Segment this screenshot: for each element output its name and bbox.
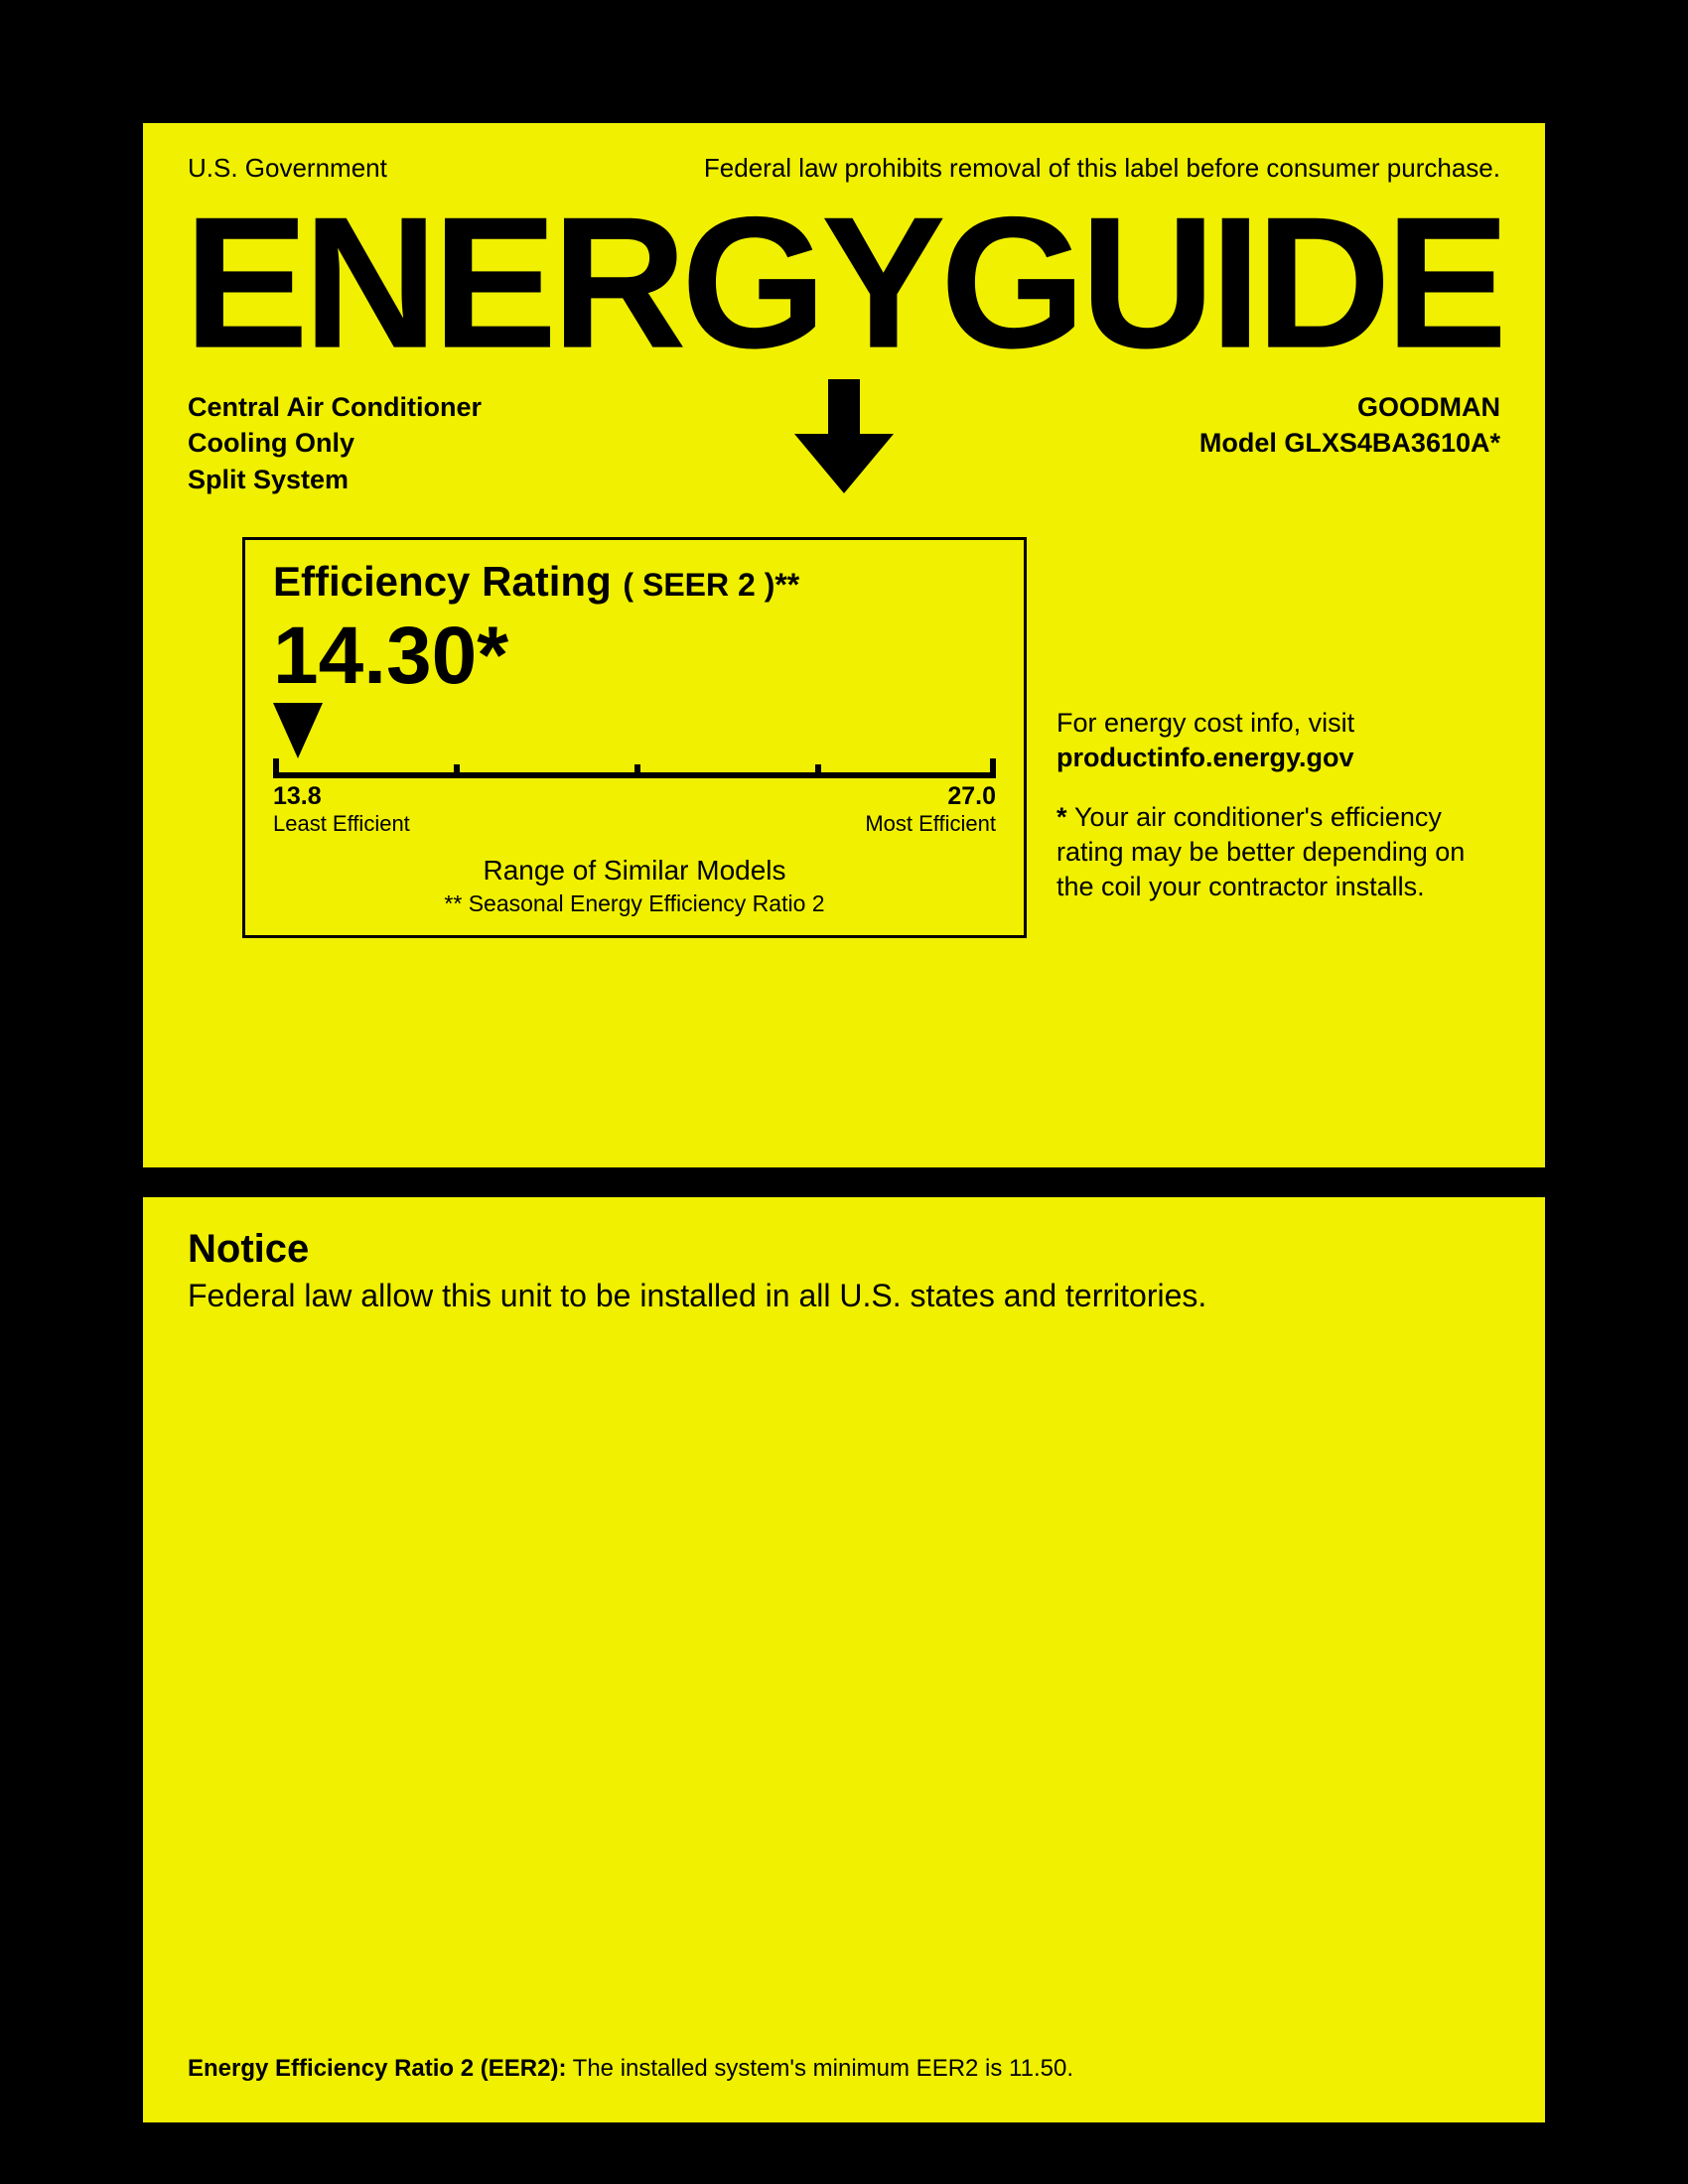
cost-info-link: productinfo.energy.gov xyxy=(1056,741,1500,775)
range-footnote: ** Seasonal Energy Efficiency Ratio 2 xyxy=(273,890,996,917)
rating-title: Efficiency Rating ( SEER 2 )** xyxy=(273,558,996,606)
notice-title: Notice xyxy=(188,1227,1500,1272)
product-type: Central Air Conditioner Cooling Only Spl… xyxy=(188,389,482,497)
rating-title-text: Efficiency Rating xyxy=(273,558,612,605)
model: Model GLXS4BA3610A* xyxy=(1199,425,1500,461)
product-brand-model: GOODMAN Model GLXS4BA3610A* xyxy=(1199,389,1500,497)
eer-text: The installed system's minimum EER2 is 1… xyxy=(573,2055,1073,2082)
rating-area: Efficiency Rating ( SEER 2 )** 14.30* xyxy=(188,537,1500,938)
range-caption: Range of Similar Models xyxy=(273,855,996,887)
notice-text: Federal law allow this unit to be instal… xyxy=(188,1278,1500,1314)
product-line2: Cooling Only xyxy=(188,425,482,461)
footnote-star: * xyxy=(1056,802,1067,832)
header-right: Federal law prohibits removal of this la… xyxy=(704,153,1500,184)
scale-max-label: Most Efficient xyxy=(865,811,996,837)
logo-text: ENERGYGUIDE xyxy=(188,194,1500,388)
cost-info-line: For energy cost info, visit xyxy=(1056,706,1500,741)
efficiency-footnote: * Your air conditioner's efficiency rati… xyxy=(1056,800,1500,904)
product-line1: Central Air Conditioner xyxy=(188,389,482,425)
rating-value: 14.30* xyxy=(273,610,996,703)
scale-pointer-row xyxy=(273,703,996,762)
product-line3: Split System xyxy=(188,462,482,497)
eer-line: Energy Efficiency Ratio 2 (EER2): The in… xyxy=(188,2055,1073,2083)
pointer-triangle-icon xyxy=(273,703,323,758)
header-row: U.S. Government Federal law prohibits re… xyxy=(188,153,1500,184)
scale-min-label: Least Efficient xyxy=(273,811,410,837)
energy-guide-label: U.S. Government Federal law prohibits re… xyxy=(139,119,1549,2126)
scale-text-labels: Least Efficient Most Efficient xyxy=(273,811,996,837)
bottom-panel: Notice Federal law allow this unit to be… xyxy=(139,1193,1549,2126)
scale-line xyxy=(273,772,996,812)
footnote-text: Your air conditioner's efficiency rating… xyxy=(1056,802,1465,901)
efficiency-rating-box: Efficiency Rating ( SEER 2 )** 14.30* xyxy=(242,537,1027,938)
header-left: U.S. Government xyxy=(188,153,387,184)
rating-title-sub: ( SEER 2 )** xyxy=(623,567,799,603)
eer-label: Energy Efficiency Ratio 2 (EER2): xyxy=(188,2055,566,2082)
brand: GOODMAN xyxy=(1199,389,1500,425)
energyguide-logo-icon: ENERGYGUIDE xyxy=(188,194,1500,392)
top-panel: U.S. Government Federal law prohibits re… xyxy=(139,119,1549,1171)
side-info: For energy cost info, visit productinfo.… xyxy=(1056,537,1500,938)
